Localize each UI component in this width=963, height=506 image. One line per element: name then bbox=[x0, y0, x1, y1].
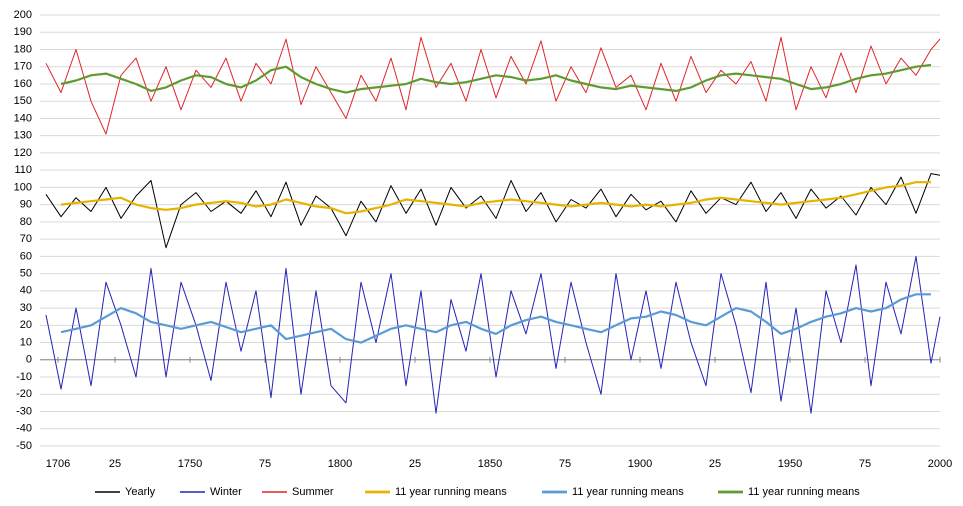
y-tick-label: 70 bbox=[20, 233, 32, 245]
y-tick-label: 130 bbox=[14, 130, 32, 142]
series-line bbox=[60, 63, 932, 94]
y-tick-label: 170 bbox=[14, 61, 32, 73]
legend-label: 11 year running means bbox=[748, 486, 860, 498]
x-tick-label: 25 bbox=[709, 458, 721, 470]
y-tick-label: 140 bbox=[14, 112, 32, 124]
x-tick-label: 1800 bbox=[328, 458, 352, 470]
y-tick-label: -40 bbox=[16, 423, 32, 435]
y-tick-label: -50 bbox=[16, 440, 32, 452]
y-tick-label: 30 bbox=[20, 302, 32, 314]
y-tick-label: 100 bbox=[14, 181, 32, 193]
legend-label: Summer bbox=[292, 486, 334, 498]
y-tick-label: 110 bbox=[14, 164, 32, 176]
x-tick-label: 1850 bbox=[478, 458, 502, 470]
series-line bbox=[45, 173, 941, 249]
y-tick-label: 90 bbox=[20, 199, 32, 211]
y-tick-label: -10 bbox=[16, 371, 32, 383]
series-line bbox=[45, 255, 941, 414]
series-line bbox=[60, 293, 931, 344]
legend-label: 11 year running means bbox=[572, 486, 684, 498]
y-tick-label: 40 bbox=[20, 285, 32, 297]
y-tick-label: 60 bbox=[20, 250, 32, 262]
x-tick-label: 75 bbox=[559, 458, 571, 470]
legend-label: Yearly bbox=[125, 486, 156, 498]
y-tick-label: 50 bbox=[20, 268, 32, 280]
x-tick-label: 2000 bbox=[928, 458, 952, 470]
x-tick-label: 25 bbox=[409, 458, 421, 470]
series-line bbox=[60, 181, 931, 215]
x-tick-label: 1900 bbox=[628, 458, 652, 470]
legend-label: Winter bbox=[210, 486, 242, 498]
x-tick-label: 75 bbox=[259, 458, 271, 470]
y-tick-label: 10 bbox=[20, 336, 32, 348]
series-line bbox=[45, 36, 941, 135]
x-tick-label: 1706 bbox=[46, 458, 70, 470]
y-tick-label: 20 bbox=[20, 319, 32, 331]
y-tick-label: 80 bbox=[20, 216, 32, 228]
y-tick-label: 200 bbox=[14, 9, 32, 21]
y-tick-label: 120 bbox=[14, 147, 32, 159]
y-tick-label: 190 bbox=[14, 26, 32, 38]
x-tick-label: 75 bbox=[859, 458, 871, 470]
x-tick-label: 25 bbox=[109, 458, 121, 470]
y-tick-label: 160 bbox=[14, 78, 32, 90]
y-tick-label: -30 bbox=[16, 405, 32, 417]
y-tick-label: -20 bbox=[16, 388, 32, 400]
legend-label: 11 year running means bbox=[395, 486, 507, 498]
y-tick-label: 0 bbox=[26, 354, 32, 366]
x-tick-label: 1950 bbox=[778, 458, 802, 470]
x-tick-label: 1750 bbox=[178, 458, 202, 470]
y-tick-label: 150 bbox=[14, 95, 32, 107]
y-tick-label: 180 bbox=[14, 43, 32, 55]
